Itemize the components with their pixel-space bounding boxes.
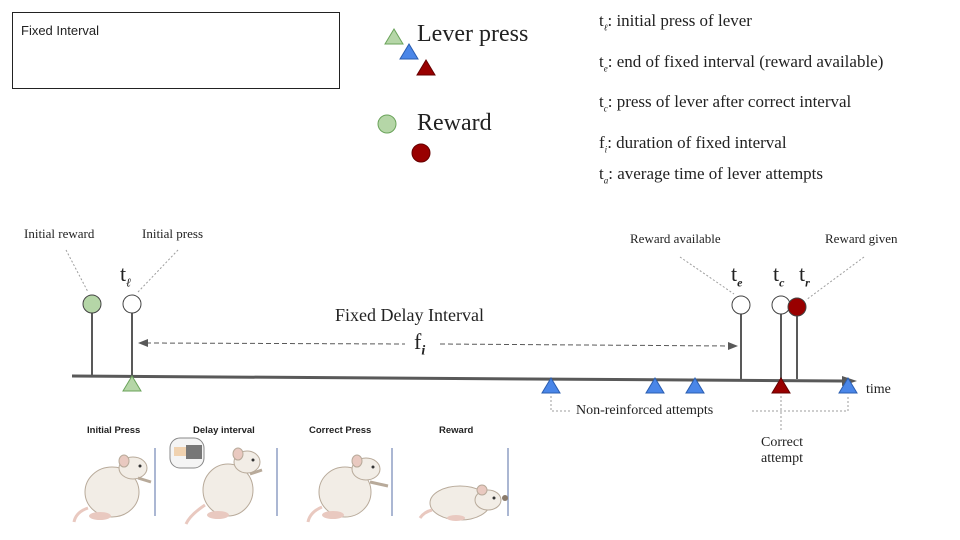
frame-label-delay-interval: Delay interval [193, 425, 255, 436]
legend-blue-triangle-icon [399, 43, 419, 60]
legend-red-triangle-icon [416, 59, 436, 76]
tl-label: tℓ [120, 261, 132, 290]
non-reinforced-label: Non-reinforced attempts [576, 403, 714, 418]
interval-arrow-left [145, 342, 406, 345]
tr-label: tr [799, 261, 810, 290]
correct-triangle-icon [771, 377, 791, 394]
reward-available-label: Reward available [630, 231, 721, 246]
callout-initial-press [137, 249, 179, 293]
initial-press-label: Initial press [142, 226, 204, 241]
fi-label: fi [414, 329, 426, 359]
definition-tc: tc: press of lever after correct interva… [599, 92, 852, 114]
box-title: Fixed Interval [21, 23, 100, 38]
interval-arrow-right [439, 343, 731, 347]
rat-initial-press-icon [72, 454, 152, 523]
initial-reward-label: Initial reward [24, 226, 95, 241]
non-reinforced-bracket-left [550, 396, 570, 412]
time-axis [71, 374, 843, 383]
interval-label: Fixed Delay Interval [335, 305, 484, 325]
legend-reward-label: Reward [417, 110, 492, 136]
initial-reward-circle-icon [82, 294, 102, 314]
attempt-triangle-1-icon [541, 377, 561, 394]
callout-reward-given [805, 256, 865, 301]
correct-attempt-label: Correct attempt [761, 435, 803, 466]
legend-red-circle-icon [411, 143, 431, 163]
definition-te: te: end of fixed interval (reward availa… [599, 52, 884, 74]
non-reinforced-bracket-right [752, 396, 849, 412]
frame-label-correct-press: Correct Press [309, 425, 372, 436]
time-axis-label: time [866, 382, 891, 397]
legend-green-triangle-icon [384, 28, 404, 45]
legend-lever-press-label: Lever press [417, 21, 529, 47]
callout-reward-available [679, 256, 735, 295]
frame-label-reward: Reward [439, 425, 474, 436]
callout-initial-reward [65, 249, 89, 293]
rat-reward-icon [418, 484, 508, 521]
tc-label: tc [773, 261, 785, 290]
initial-press-circle-icon [122, 294, 142, 314]
attempt-triangle-3-icon [685, 377, 705, 394]
definition-ta: ta: average time of lever attempts [599, 164, 824, 186]
definition-fi: fi: duration of fixed interval [599, 133, 787, 155]
rat-delay-interval-icon [169, 437, 263, 525]
te-circle-icon [731, 295, 751, 315]
tc-circle-icon [771, 295, 791, 315]
fixed-interval-box: Fixed Interval [12, 12, 340, 89]
initial-press-triangle-icon [122, 375, 142, 392]
definition-tl: tℓ: initial press of lever [599, 11, 752, 33]
attempt-triangle-4-icon [838, 377, 858, 394]
te-label: te [731, 261, 743, 290]
interval-arrowhead-left [138, 339, 148, 347]
rat-correct-press-icon [306, 454, 389, 523]
frame-label-initial-press: Initial Press [87, 425, 141, 436]
interval-arrowhead-right [728, 342, 738, 350]
reward-given-label: Reward given [825, 231, 898, 246]
attempt-triangle-2-icon [645, 377, 665, 394]
legend-green-circle-icon [377, 114, 397, 134]
tr-circle-icon [787, 297, 807, 317]
